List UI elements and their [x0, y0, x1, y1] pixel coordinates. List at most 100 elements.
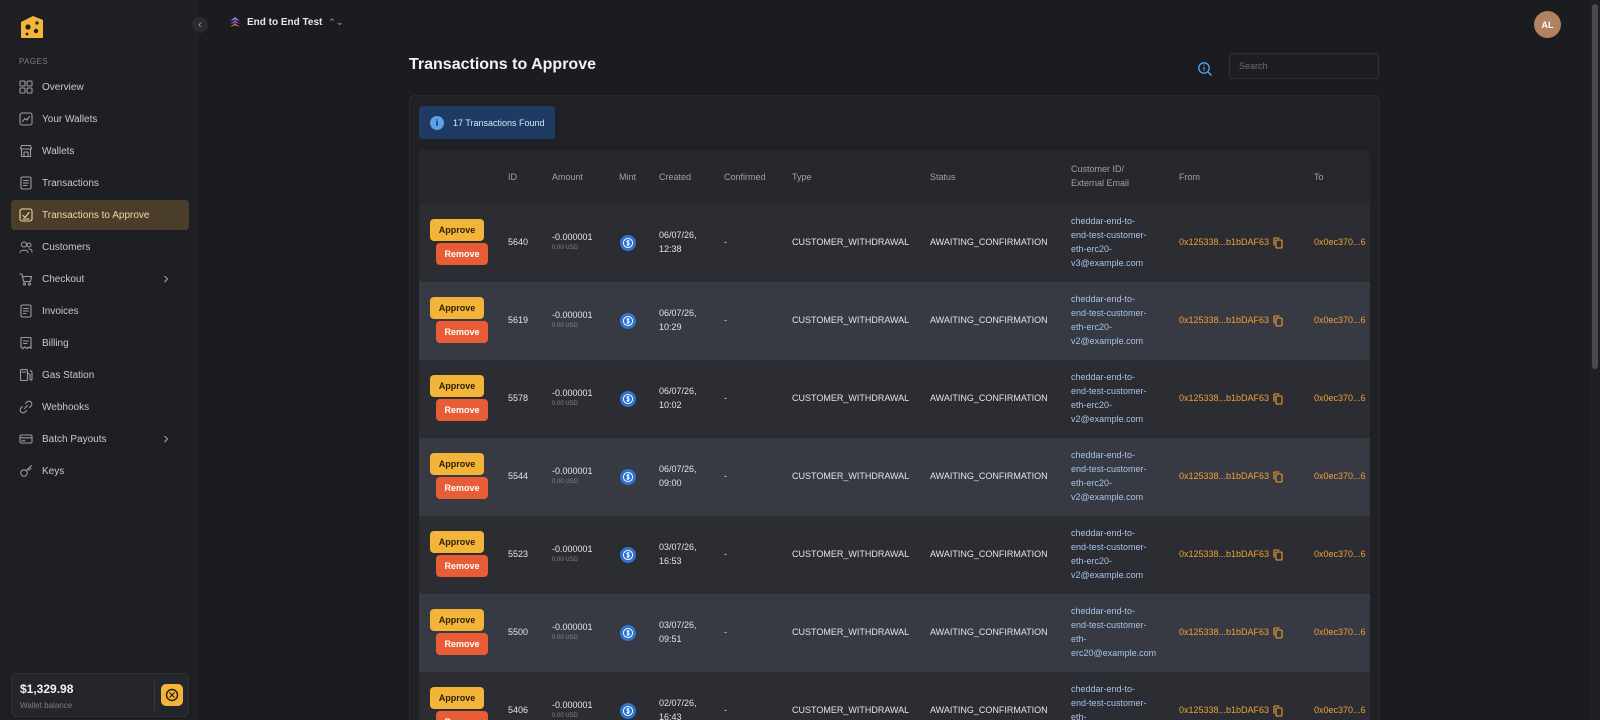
sidebar-item-label: Batch Payouts	[42, 433, 107, 445]
customer-email[interactable]: cheddar-end-to-end-test-customer-eth-erc…	[1071, 526, 1147, 582]
remove-button[interactable]: Remove	[436, 711, 488, 720]
customer-email[interactable]: cheddar-end-to-end-test-customer-eth-erc…	[1071, 604, 1156, 660]
amount-value: -0.000001	[552, 310, 593, 320]
customer-email[interactable]: cheddar-end-to-end-test-customer-eth-erc…	[1071, 448, 1147, 504]
cheese-logo-icon[interactable]	[19, 14, 45, 40]
remove-button[interactable]: Remove	[436, 399, 488, 421]
from-address: 0x125338...b1bDAF63	[1179, 237, 1270, 247]
tx-from-address[interactable]: 0x125338...b1bDAF63	[1179, 235, 1283, 249]
copy-icon[interactable]	[1273, 393, 1283, 405]
copy-icon[interactable]	[1273, 705, 1283, 717]
col-created[interactable]: Created	[659, 172, 692, 182]
remove-button[interactable]: Remove	[436, 477, 488, 499]
customer-email[interactable]: cheddar-end-to-end-test-customer-eth-	[1071, 682, 1147, 720]
approve-button[interactable]: Approve	[430, 531, 484, 553]
tx-to-address[interactable]: 0x0ec370...6	[1314, 627, 1366, 637]
sidebar-item-label: Invoices	[42, 305, 79, 317]
tx-from-address[interactable]: 0x125338...b1bDAF63	[1179, 313, 1283, 327]
email-line: eth-	[1071, 634, 1087, 644]
tx-created: 06/07/26, 10:02	[659, 384, 697, 412]
col-confirmed[interactable]: Confirmed	[724, 172, 766, 182]
tx-to-address[interactable]: 0x0ec370...6	[1314, 549, 1366, 559]
sidebar-item-checkout[interactable]: Checkout	[11, 264, 189, 294]
tx-type: CUSTOMER_WITHDRAWAL	[792, 549, 910, 559]
tx-to-address[interactable]: 0x0ec370...6	[1314, 471, 1366, 481]
col-status[interactable]: Status	[930, 172, 956, 182]
search-input[interactable]	[1229, 53, 1379, 79]
col-customer[interactable]: Customer ID/ External Email	[1071, 162, 1129, 190]
page-title: Transactions to Approve	[409, 56, 596, 73]
col-id[interactable]: ID	[508, 172, 517, 182]
page-scrollbar[interactable]	[1590, 0, 1600, 720]
col-from[interactable]: From	[1179, 172, 1200, 182]
approve-button[interactable]: Approve	[430, 609, 484, 631]
remove-button[interactable]: Remove	[436, 633, 488, 655]
sidebar-item-wallets[interactable]: Wallets	[11, 136, 189, 166]
from-address: 0x125338...b1bDAF63	[1179, 315, 1270, 325]
approve-button[interactable]: Approve	[430, 219, 484, 241]
wallet-label: Wallet balance	[20, 701, 73, 710]
copy-icon[interactable]	[1273, 237, 1283, 249]
scrollbar-thumb[interactable]	[1592, 4, 1598, 369]
avatar[interactable]: AL	[1534, 11, 1561, 38]
approve-button[interactable]: Approve	[430, 375, 484, 397]
sidebar-item-billing[interactable]: Billing	[11, 328, 189, 358]
collapse-sidebar-button[interactable]: ‹	[192, 17, 208, 33]
chevron-right-icon[interactable]	[162, 273, 170, 285]
search-info-icon[interactable]	[1197, 61, 1213, 77]
col-type[interactable]: Type	[792, 172, 812, 182]
usdc-mint-icon	[620, 235, 636, 251]
tx-id: 5640	[508, 237, 529, 247]
col-to[interactable]: To	[1314, 172, 1324, 182]
sidebar-item-customers[interactable]: Customers	[11, 232, 189, 262]
amount-value: -0.000001	[552, 232, 593, 242]
approve-button[interactable]: Approve	[430, 297, 484, 319]
created-time: 16:43	[659, 712, 682, 720]
approve-button[interactable]: Approve	[430, 453, 484, 475]
tx-from-address[interactable]: 0x125338...b1bDAF63	[1179, 703, 1283, 717]
email-line: end-test-customer-	[1071, 230, 1147, 240]
amount-usd: 0.00 USD	[552, 245, 579, 251]
tx-from-address[interactable]: 0x125338...b1bDAF63	[1179, 625, 1283, 639]
tx-to-address[interactable]: 0x0ec370...6	[1314, 315, 1366, 325]
created-date: 02/07/26,	[659, 698, 697, 708]
tx-to-address[interactable]: 0x0ec370...6	[1314, 237, 1366, 247]
sidebar-item-keys[interactable]: Keys	[11, 456, 189, 486]
sidebar-item-invoices[interactable]: Invoices	[11, 296, 189, 326]
copy-icon[interactable]	[1273, 549, 1283, 561]
remove-button[interactable]: Remove	[436, 321, 488, 343]
sidebar-item-overview[interactable]: Overview	[11, 72, 189, 102]
col-amount[interactable]: Amount	[552, 172, 584, 182]
created-date: 06/07/26,	[659, 386, 697, 396]
project-switcher[interactable]: End to End Test ⌃⌄	[229, 16, 343, 28]
wallet-coin-icon[interactable]	[161, 684, 183, 706]
sidebar-item-webhooks[interactable]: Webhooks	[11, 392, 189, 422]
copy-icon[interactable]	[1273, 315, 1283, 327]
remove-button[interactable]: Remove	[436, 555, 488, 577]
tx-amount: -0.000001 0.00 USD	[552, 230, 593, 253]
sidebar-item-your-wallets[interactable]: Your Wallets	[11, 104, 189, 134]
amount-value: -0.000001	[552, 622, 593, 632]
remove-button[interactable]: Remove	[436, 243, 488, 265]
approve-button[interactable]: Approve	[430, 687, 484, 709]
tx-to-address[interactable]: 0x0ec370...6	[1314, 393, 1366, 403]
customer-email[interactable]: cheddar-end-to-end-test-customer-eth-erc…	[1071, 370, 1147, 426]
wallet-balance-card[interactable]: $1,329.98 Wallet balance	[11, 673, 189, 717]
tx-from-address[interactable]: 0x125338...b1bDAF63	[1179, 547, 1283, 561]
tx-created: 03/07/26, 09:51	[659, 618, 697, 646]
copy-icon[interactable]	[1273, 471, 1283, 483]
tx-from-address[interactable]: 0x125338...b1bDAF63	[1179, 469, 1283, 483]
customer-email[interactable]: cheddar-end-to-end-test-customer-eth-erc…	[1071, 292, 1147, 348]
sidebar-item-transactions-to-approve[interactable]: Transactions to Approve	[11, 200, 189, 230]
col-mint[interactable]: Mint	[619, 172, 637, 182]
tx-to-address[interactable]: 0x0ec370...6	[1314, 705, 1366, 715]
customer-email[interactable]: cheddar-end-to-end-test-customer-eth-erc…	[1071, 214, 1147, 270]
info-icon: i	[430, 115, 444, 130]
created-date: 06/07/26,	[659, 464, 697, 474]
sidebar-item-transactions[interactable]: Transactions	[11, 168, 189, 198]
sidebar-item-batch-payouts[interactable]: Batch Payouts	[11, 424, 189, 454]
copy-icon[interactable]	[1273, 627, 1283, 639]
sidebar-item-gas-station[interactable]: Gas Station	[11, 360, 189, 390]
chevron-right-icon[interactable]	[162, 433, 170, 445]
tx-from-address[interactable]: 0x125338...b1bDAF63	[1179, 391, 1283, 405]
